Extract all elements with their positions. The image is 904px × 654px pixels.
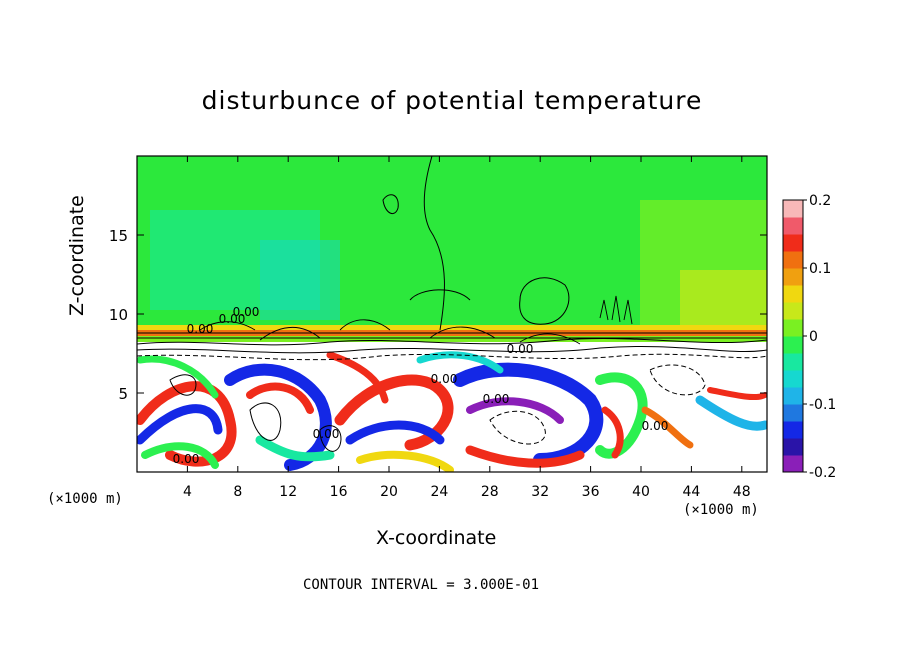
- x-tick-label: 20: [380, 484, 398, 500]
- colorbar-tick-label: 0.2: [809, 193, 831, 209]
- contour-label: 0.00: [313, 427, 340, 441]
- contour-interval-note: CONTOUR INTERVAL = 3.000E-01: [303, 577, 540, 593]
- colorbar-tick-label: -0.2: [809, 465, 836, 481]
- contour-label-group: 0.000.000.000.000.000.000.000.000.00: [173, 305, 669, 466]
- inversion-band-3: [137, 336, 767, 342]
- y-axis-label: Z-coordinate: [66, 195, 88, 316]
- colorbar-swatch: [783, 285, 803, 303]
- colorbar-swatch: [783, 302, 803, 320]
- x-tick-label: 44: [682, 484, 700, 500]
- colorbar-swatch: [783, 234, 803, 252]
- colorbar-swatch: [783, 217, 803, 235]
- colorbar-tick-label: -0.1: [809, 397, 836, 413]
- colorbar: 0.2 0.1 0 -0.1 -0.2: [782, 193, 836, 481]
- colorbar-swatch: [783, 404, 803, 422]
- colorbar-swatch: [783, 370, 803, 388]
- x-tick-label: 4: [183, 484, 192, 500]
- contour-label: 0.00: [187, 322, 214, 336]
- turbulence-swirls: [137, 351, 767, 472]
- x-tick-label: 12: [279, 484, 297, 500]
- contour-label: 0.00: [431, 372, 458, 386]
- colorbar-tick-label: 0.1: [809, 261, 831, 277]
- inversion-contours: [137, 295, 767, 345]
- x-tick-label: 36: [582, 484, 600, 500]
- upper-field-mid-blob: [260, 240, 340, 320]
- contour-label: 0.00: [642, 419, 669, 433]
- x-tick-label: 24: [430, 484, 448, 500]
- contour-label: 0.00: [233, 305, 260, 319]
- colorbar-tick-label: 0: [809, 329, 818, 345]
- chart-title: disturbunce of potential temperature: [201, 86, 703, 115]
- contour-label: 0.00: [483, 392, 510, 406]
- field-layer: [137, 156, 767, 472]
- colorbar-swatch: [783, 353, 803, 371]
- upper-field-right-warm: [680, 270, 767, 330]
- x-tick-label: 8: [233, 484, 242, 500]
- y-tick-label: 10: [109, 306, 128, 324]
- x-axis: 4 8 12 16 20 24 28 32 36 40 44 48: [183, 156, 751, 500]
- x-unit-label-right: (×1000 m): [683, 502, 759, 518]
- y-axis: 5 10 15: [109, 227, 767, 403]
- x-unit-label-left: (×1000 m): [47, 491, 123, 507]
- colorbar-swatch: [783, 438, 803, 456]
- colorbar-swatch: [783, 336, 803, 354]
- contour-lines: [137, 156, 767, 452]
- y-tick-label: 5: [118, 385, 128, 403]
- colorbar-swatch: [783, 268, 803, 286]
- colorbar-swatch: [783, 455, 803, 473]
- y-tick-label: 15: [109, 227, 128, 245]
- colorbar-swatch: [783, 319, 803, 337]
- colorbar-swatch: [783, 200, 803, 218]
- contour-label: 0.00: [173, 452, 200, 466]
- x-tick-label: 40: [632, 484, 650, 500]
- contour-label: 0.00: [219, 312, 246, 326]
- colorbar-swatch: [783, 251, 803, 269]
- colorbar-swatch: [783, 387, 803, 405]
- x-tick-label: 32: [531, 484, 549, 500]
- contour-label: 0.00: [507, 342, 534, 356]
- x-tick-label: 28: [481, 484, 499, 500]
- colorbar-swatch: [783, 421, 803, 439]
- x-tick-label: 48: [733, 484, 751, 500]
- upper-field-left-blob: [150, 210, 320, 310]
- x-axis-label: X-coordinate: [376, 527, 497, 549]
- x-tick-label: 16: [330, 484, 348, 500]
